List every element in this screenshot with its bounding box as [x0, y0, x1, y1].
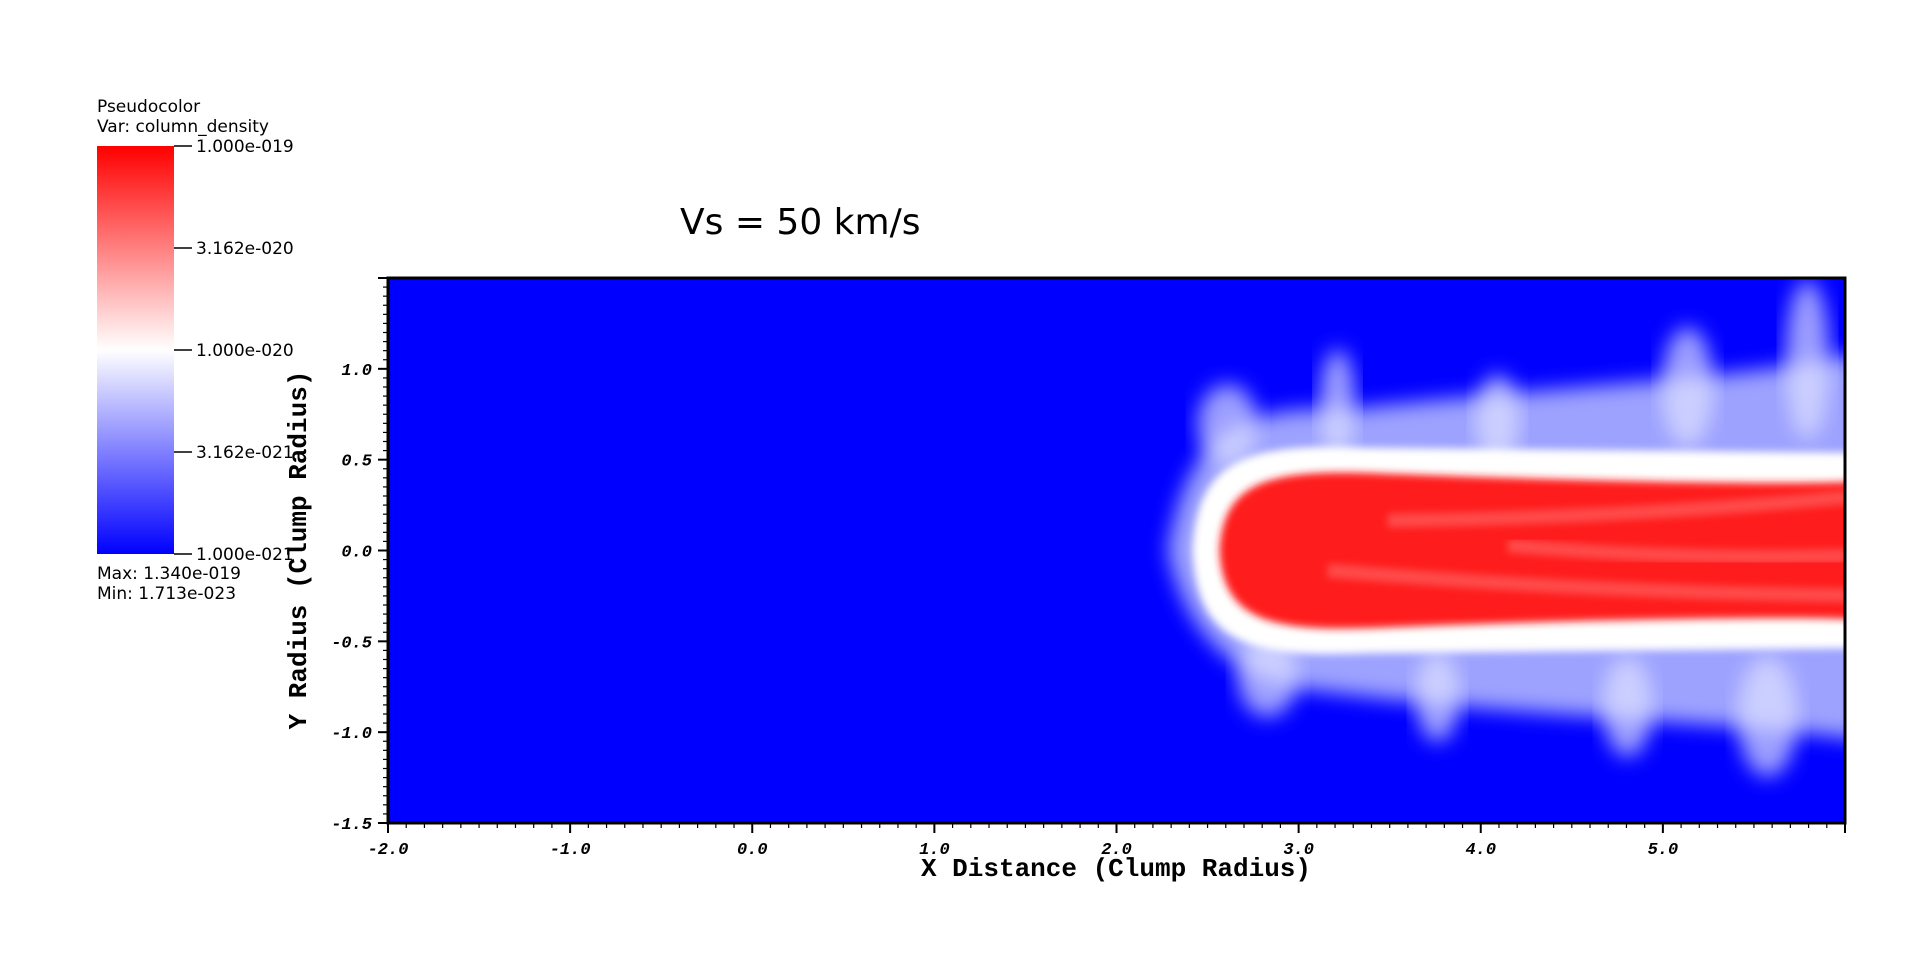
- x-tick-label: 0.0: [737, 841, 768, 860]
- x-tick-label: -1.0: [550, 841, 591, 860]
- wisp: [1890, 263, 1920, 403]
- legend-colorbar: [97, 146, 174, 554]
- x-tick-label: 1.0: [919, 841, 950, 860]
- y-axis: 1.0 0.5 0.0 -0.5 -1.0 -1.5: [331, 277, 388, 835]
- x-tick-label: 5.0: [1648, 841, 1679, 860]
- wisp: [1878, 673, 1920, 773]
- legend-level-label: 3.162e-020: [196, 239, 294, 259]
- y-tick-label: 1.0: [341, 362, 372, 381]
- y-tick-label: -1.5: [331, 816, 372, 835]
- legend-level-label: 1.000e-021: [196, 545, 294, 565]
- legend-max: Max: 1.340e-019: [97, 564, 241, 584]
- y-tick-label: 0.5: [341, 453, 372, 472]
- wisp: [1237, 636, 1298, 717]
- y-tick-label: -1.0: [331, 725, 372, 744]
- legend-min: Min: 1.713e-023: [97, 584, 236, 604]
- y-tick-label: -0.5: [331, 634, 372, 653]
- wisp: [1785, 279, 1830, 440]
- wisp: [1197, 384, 1258, 465]
- color-legend: Pseudocolor Var: column_density 1.000e-0…: [97, 97, 294, 604]
- plot-area: [388, 263, 1920, 823]
- x-axis: -2.0 -1.0 0.0 1.0 2.0 3.0 4.0 5.0: [368, 823, 1846, 860]
- striation: [1326, 563, 1845, 603]
- striation: [1506, 538, 1845, 564]
- striation: [1387, 490, 1845, 528]
- x-tick-label: -2.0: [368, 841, 409, 860]
- wisp: [1415, 651, 1460, 742]
- wisp: [1319, 349, 1356, 460]
- chart-title: Vs = 50 km/s: [680, 202, 921, 243]
- wisp: [1602, 656, 1653, 757]
- density-field: [1167, 263, 1920, 777]
- legend-variable: Var: column_density: [97, 117, 269, 137]
- x-tick-label: 3.0: [1283, 841, 1314, 860]
- legend-plot-type: Pseudocolor: [97, 97, 200, 117]
- x-axis-label: X Distance (Clump Radius): [921, 854, 1311, 884]
- y-tick-label: 0.0: [341, 544, 372, 563]
- legend-level-label: 1.000e-019: [196, 137, 294, 157]
- legend-ticks: 1.000e-019 3.162e-020 1.000e-020 3.162e-021…: [174, 137, 294, 565]
- wisp: [1737, 656, 1798, 777]
- legend-level-label: 1.000e-020: [196, 341, 294, 361]
- x-tick-label: 4.0: [1465, 841, 1496, 860]
- legend-level-label: 3.162e-021: [196, 443, 294, 463]
- x-tick-label: 2.0: [1101, 841, 1132, 860]
- wisp: [1475, 374, 1520, 465]
- wisp: [1661, 327, 1714, 447]
- y-axis-label: Y Radius (Clump Radius): [284, 371, 314, 730]
